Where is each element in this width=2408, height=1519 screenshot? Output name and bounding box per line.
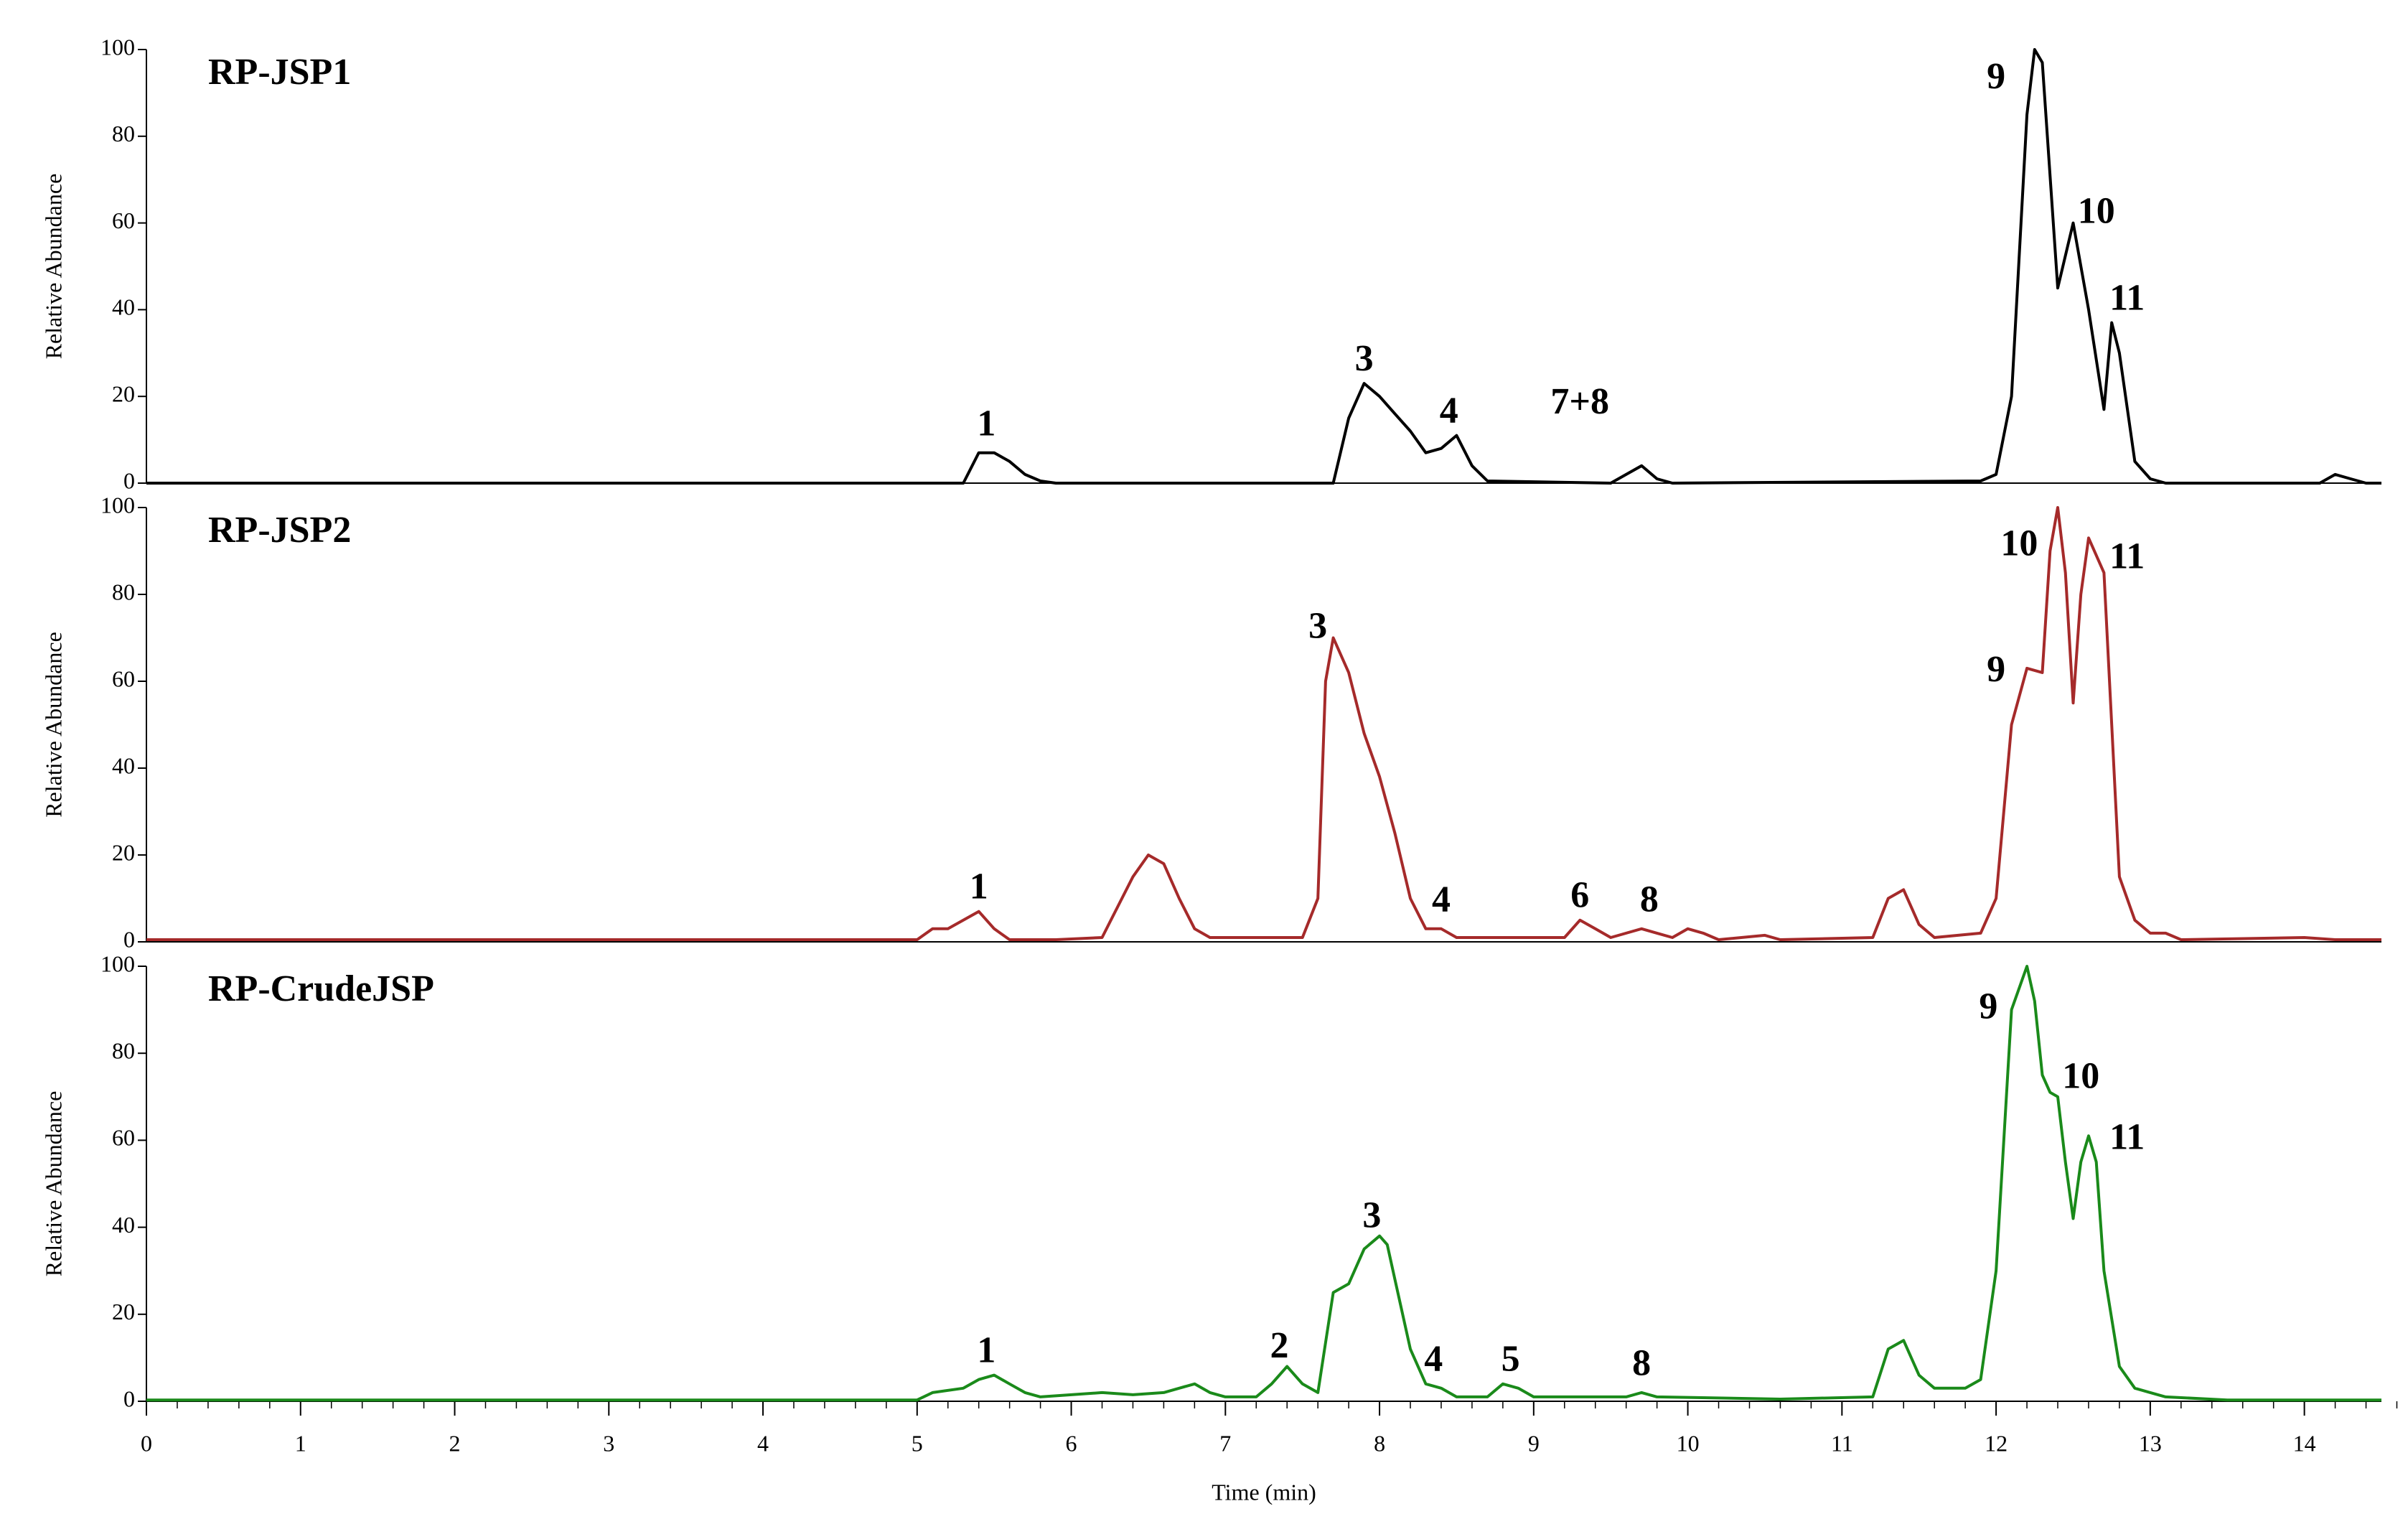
peak-label: 4	[1424, 1338, 1443, 1379]
x-tick-label: 12	[1985, 1430, 2008, 1456]
y-tick-label: 0	[123, 926, 135, 952]
y-tick-label: 20	[112, 381, 135, 407]
peak-label: 10	[2000, 523, 2038, 564]
peak-label: 8	[1640, 879, 1659, 920]
y-axis-label: Relative Abundance	[40, 174, 66, 360]
y-tick-label: 100	[100, 950, 135, 976]
peak-label: 11	[2109, 536, 2145, 577]
y-tick-label: 40	[112, 1212, 135, 1238]
x-tick-label: 5	[912, 1430, 923, 1456]
peak-label: 10	[2078, 190, 2115, 231]
panel-title: RP-JSP1	[208, 52, 351, 93]
x-tick-label: 1	[295, 1430, 306, 1456]
y-tick-label: 80	[112, 1038, 135, 1064]
y-tick-label: 20	[112, 839, 135, 865]
peak-label: 10	[2062, 1055, 2099, 1096]
x-tick-label: 10	[1677, 1430, 1700, 1456]
x-tick-label: 3	[603, 1430, 614, 1456]
y-tick-label: 60	[112, 1125, 135, 1151]
peak-label: 5	[1502, 1338, 1520, 1379]
peak-label: 3	[1355, 338, 1374, 379]
x-tick-label: 11	[1831, 1430, 1853, 1456]
x-tick-label: 13	[2139, 1430, 2162, 1456]
y-tick-label: 40	[112, 294, 135, 320]
peak-label: 3	[1362, 1195, 1381, 1235]
trace	[146, 506, 2381, 941]
panel-title: RP-JSP2	[208, 510, 351, 551]
peak-label: 7+8	[1550, 381, 1609, 422]
peak-label: 11	[2109, 1116, 2145, 1157]
x-tick-label: 6	[1066, 1430, 1077, 1456]
x-tick-label: 14	[2293, 1430, 2316, 1456]
x-tick-label: 9	[1528, 1430, 1540, 1456]
x-tick-label: 0	[141, 1430, 152, 1456]
y-tick-label: 60	[112, 665, 135, 691]
peak-label: 4	[1432, 879, 1451, 920]
y-tick-label: 100	[100, 34, 135, 60]
peak-label: 8	[1632, 1342, 1651, 1383]
y-axis-label: Relative Abundance	[40, 632, 66, 818]
x-tick-label: 2	[449, 1430, 461, 1456]
trace	[146, 965, 2381, 1402]
y-tick-label: 0	[123, 1385, 135, 1411]
y-tick-label: 60	[112, 207, 135, 233]
y-tick-label: 0	[123, 467, 135, 493]
peak-label: 2	[1270, 1325, 1288, 1366]
y-tick-label: 100	[100, 492, 135, 518]
x-tick-label: 4	[757, 1430, 769, 1456]
peak-label: 3	[1308, 605, 1327, 646]
peak-label: 1	[977, 1329, 995, 1370]
peak-label: 9	[1987, 649, 2005, 690]
y-tick-label: 80	[112, 579, 135, 604]
peak-label: 1	[977, 403, 995, 444]
x-axis-label: Time (min)	[1212, 1479, 1316, 1505]
y-axis-label: Relative Abundance	[40, 1091, 66, 1277]
y-tick-label: 20	[112, 1299, 135, 1324]
trace	[146, 48, 2381, 485]
peak-label: 9	[1987, 56, 2005, 97]
peak-label: 6	[1570, 874, 1589, 915]
panel-title: RP-CrudeJSP	[208, 968, 434, 1009]
y-tick-label: 80	[112, 121, 135, 146]
peak-label: 11	[2109, 277, 2145, 318]
peak-label: 4	[1440, 390, 1458, 431]
x-tick-label: 7	[1219, 1430, 1231, 1456]
peak-label: 1	[970, 866, 988, 907]
x-tick-label: 8	[1374, 1430, 1385, 1456]
peak-label: 9	[1979, 986, 1997, 1027]
y-tick-label: 40	[112, 752, 135, 778]
